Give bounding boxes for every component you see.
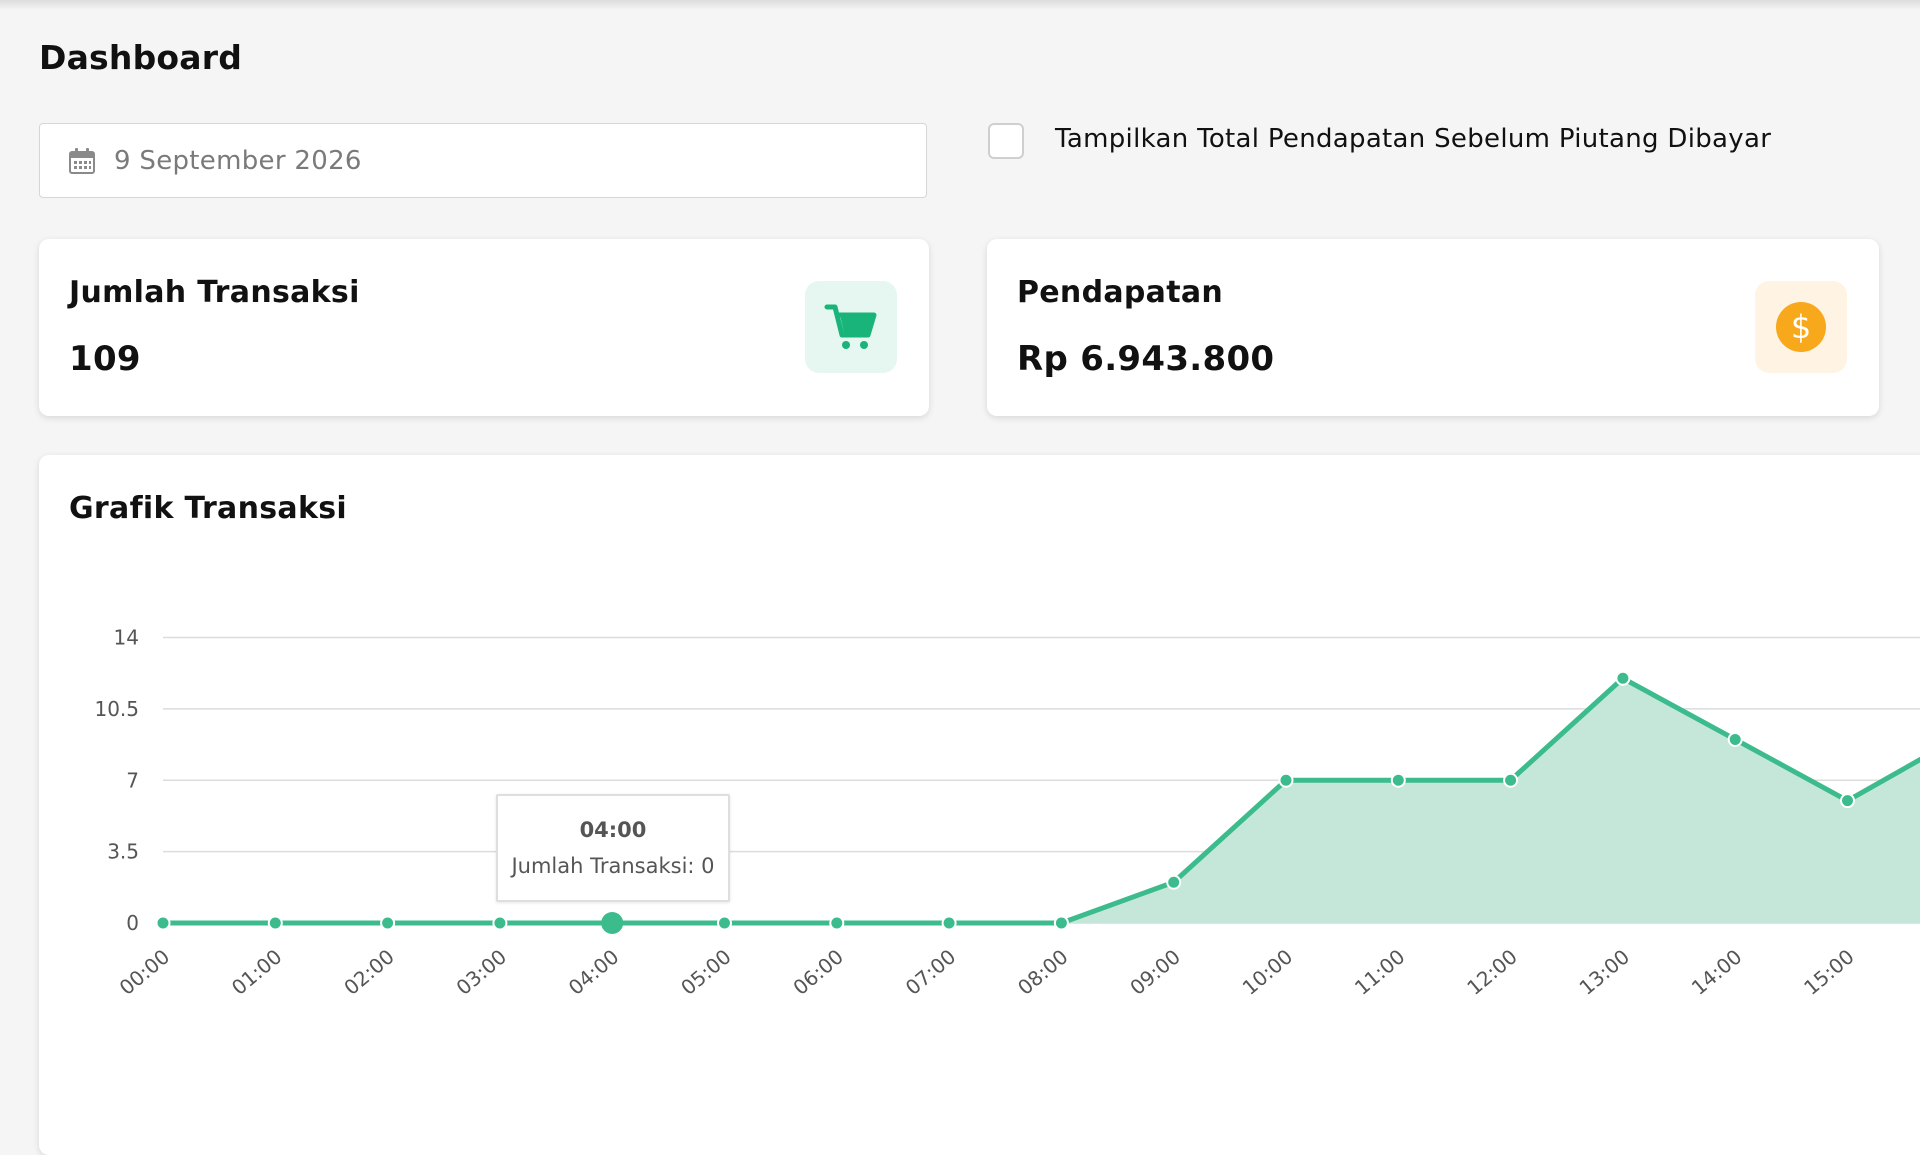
transactions-card: Jumlah Transaksi 109 bbox=[39, 239, 929, 416]
x-tick-label: 14:00 bbox=[1687, 944, 1747, 999]
data-point bbox=[941, 915, 957, 931]
chart-title: Grafik Transaksi bbox=[69, 491, 347, 526]
cart-icon bbox=[824, 304, 877, 349]
x-tick-label: 12:00 bbox=[1462, 944, 1522, 999]
show-total-revenue-checkbox[interactable] bbox=[988, 123, 1024, 159]
data-point bbox=[1166, 874, 1182, 890]
data-point bbox=[1390, 772, 1406, 788]
x-tick-label: 11:00 bbox=[1350, 944, 1410, 999]
data-point bbox=[1053, 915, 1069, 931]
dollar-coin-icon: $ bbox=[1776, 302, 1826, 352]
data-point bbox=[267, 915, 283, 931]
y-tick-label: 3.5 bbox=[107, 840, 139, 864]
x-tick-label: 01:00 bbox=[227, 944, 287, 999]
data-point bbox=[380, 915, 396, 931]
x-tick-label: 06:00 bbox=[788, 944, 848, 999]
x-tick-label: 02:00 bbox=[339, 944, 399, 999]
y-tick-label: 0 bbox=[126, 911, 139, 935]
revenue-icon-box: $ bbox=[1755, 281, 1847, 373]
top-shadow bbox=[0, 0, 1920, 10]
y-tick-label: 10.5 bbox=[94, 697, 139, 721]
data-point bbox=[717, 915, 732, 931]
data-point bbox=[1278, 772, 1294, 788]
data-point bbox=[1727, 731, 1743, 747]
data-point bbox=[1503, 772, 1519, 788]
tooltip-label: Jumlah Transaksi: 0 bbox=[511, 854, 715, 878]
date-picker-input[interactable]: 9 September 2026 bbox=[39, 123, 927, 198]
x-tick-label: 03:00 bbox=[452, 944, 512, 999]
data-point bbox=[829, 915, 845, 931]
date-value: 9 September 2026 bbox=[114, 145, 362, 176]
y-tick-label: 7 bbox=[126, 768, 139, 792]
series-area bbox=[163, 678, 1920, 923]
chart-tooltip: 04:00 Jumlah Transaksi: 0 bbox=[496, 794, 730, 902]
x-tick-label: 13:00 bbox=[1575, 944, 1635, 999]
transaction-chart: 0 3.5 7 10.5 14 00:00 01:00 02:00 03:00 04:00 05:0… bbox=[94, 626, 1920, 1000]
y-tick-label: 14 bbox=[114, 626, 139, 650]
x-tick-label: 07:00 bbox=[901, 944, 961, 999]
chart-card: Grafik Transaksi 0 3.5 7 10.5 14 00:00 01:00 02… bbox=[39, 455, 1920, 1155]
data-point bbox=[492, 915, 508, 931]
calendar-icon bbox=[69, 147, 95, 174]
x-tick-label: 08:00 bbox=[1013, 944, 1073, 999]
page-title: Dashboard bbox=[39, 38, 243, 77]
data-point bbox=[155, 915, 171, 931]
data-point bbox=[1840, 793, 1855, 809]
data-point bbox=[1615, 670, 1631, 686]
svg-text:$: $ bbox=[1791, 308, 1811, 346]
transactions-value: 109 bbox=[69, 339, 141, 379]
data-point bbox=[601, 912, 624, 934]
x-tick-label: 15:00 bbox=[1799, 944, 1859, 999]
checkbox-label: Tampilkan Total Pendapatan Sebelum Piuta… bbox=[1055, 124, 1772, 154]
x-tick-label: 09:00 bbox=[1125, 944, 1185, 999]
transactions-icon-box bbox=[805, 281, 897, 373]
x-tick-label: 04:00 bbox=[564, 944, 624, 999]
x-tick-label: 05:00 bbox=[676, 944, 736, 999]
tooltip-title: 04:00 bbox=[579, 818, 647, 842]
revenue-card: Pendapatan Rp 6.943.800 $ bbox=[987, 239, 1879, 416]
transactions-title: Jumlah Transaksi bbox=[69, 275, 360, 310]
revenue-value: Rp 6.943.800 bbox=[1017, 339, 1275, 379]
x-tick-label: 10:00 bbox=[1238, 944, 1298, 999]
revenue-title: Pendapatan bbox=[1017, 275, 1224, 310]
x-tick-label: 00:00 bbox=[115, 944, 175, 999]
